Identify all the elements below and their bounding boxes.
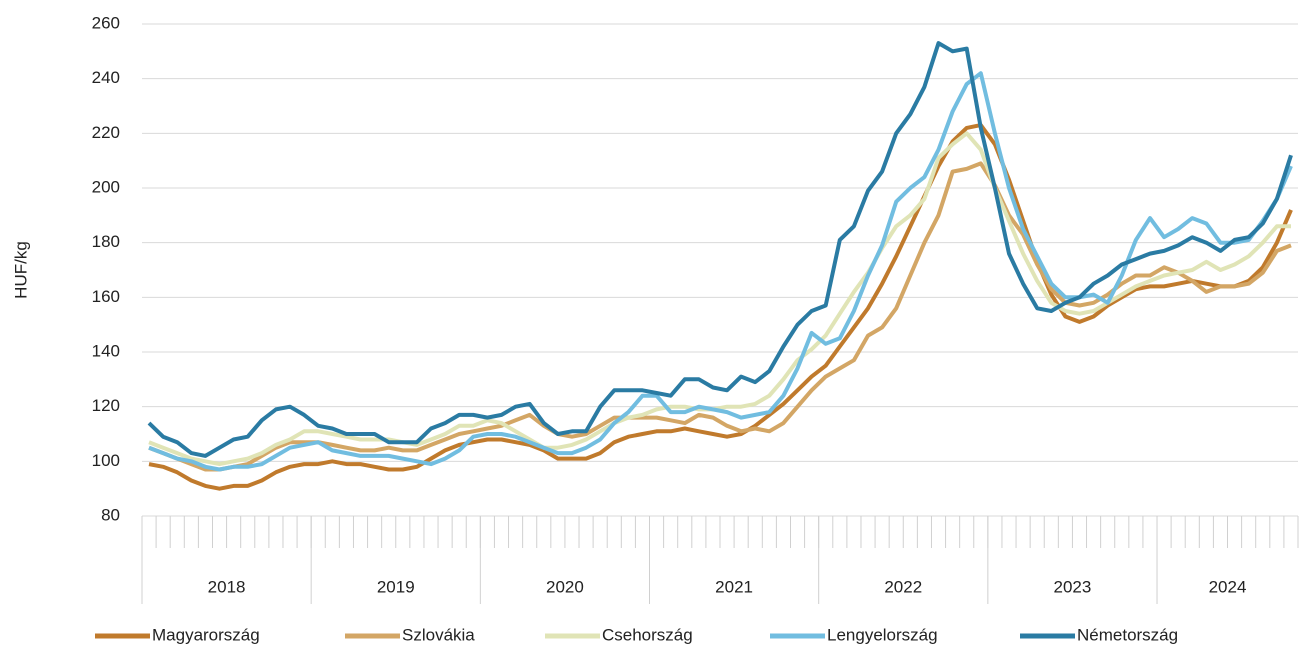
y-tick-label: 140	[92, 341, 120, 360]
legend-label: Lengyelország	[827, 625, 938, 644]
y-tick-label: 240	[92, 68, 120, 87]
series-line	[148, 161, 1292, 472]
y-tick-label: 100	[92, 451, 120, 470]
y-tick-label: 160	[92, 287, 120, 306]
x-group-label: 2023	[1054, 577, 1092, 596]
y-tick-label: 180	[92, 232, 120, 251]
x-group-label: 2019	[377, 577, 415, 596]
legend-label: Szlovákia	[402, 625, 475, 644]
y-tick-label: 220	[92, 123, 120, 142]
y-tick-label: 120	[92, 396, 120, 415]
x-group-label: 2020	[546, 577, 584, 596]
legend-label: Magyarország	[152, 625, 260, 644]
x-group-label: 2024	[1209, 577, 1247, 596]
x-group-label: 2018	[208, 577, 246, 596]
x-group-label: 2021	[715, 577, 753, 596]
x-group-label: 2022	[884, 577, 922, 596]
y-tick-label: 260	[92, 13, 120, 32]
legend-label: Csehország	[602, 625, 693, 644]
y-tick-label: 80	[101, 505, 120, 524]
y-axis-label: HUF/kg	[11, 241, 30, 299]
series-line	[147, 41, 1293, 458]
y-tick-label: 200	[92, 177, 120, 196]
legend-label: Németország	[1077, 625, 1178, 644]
series-line	[148, 123, 1293, 491]
series-line	[148, 71, 1293, 472]
series-line	[148, 131, 1291, 467]
